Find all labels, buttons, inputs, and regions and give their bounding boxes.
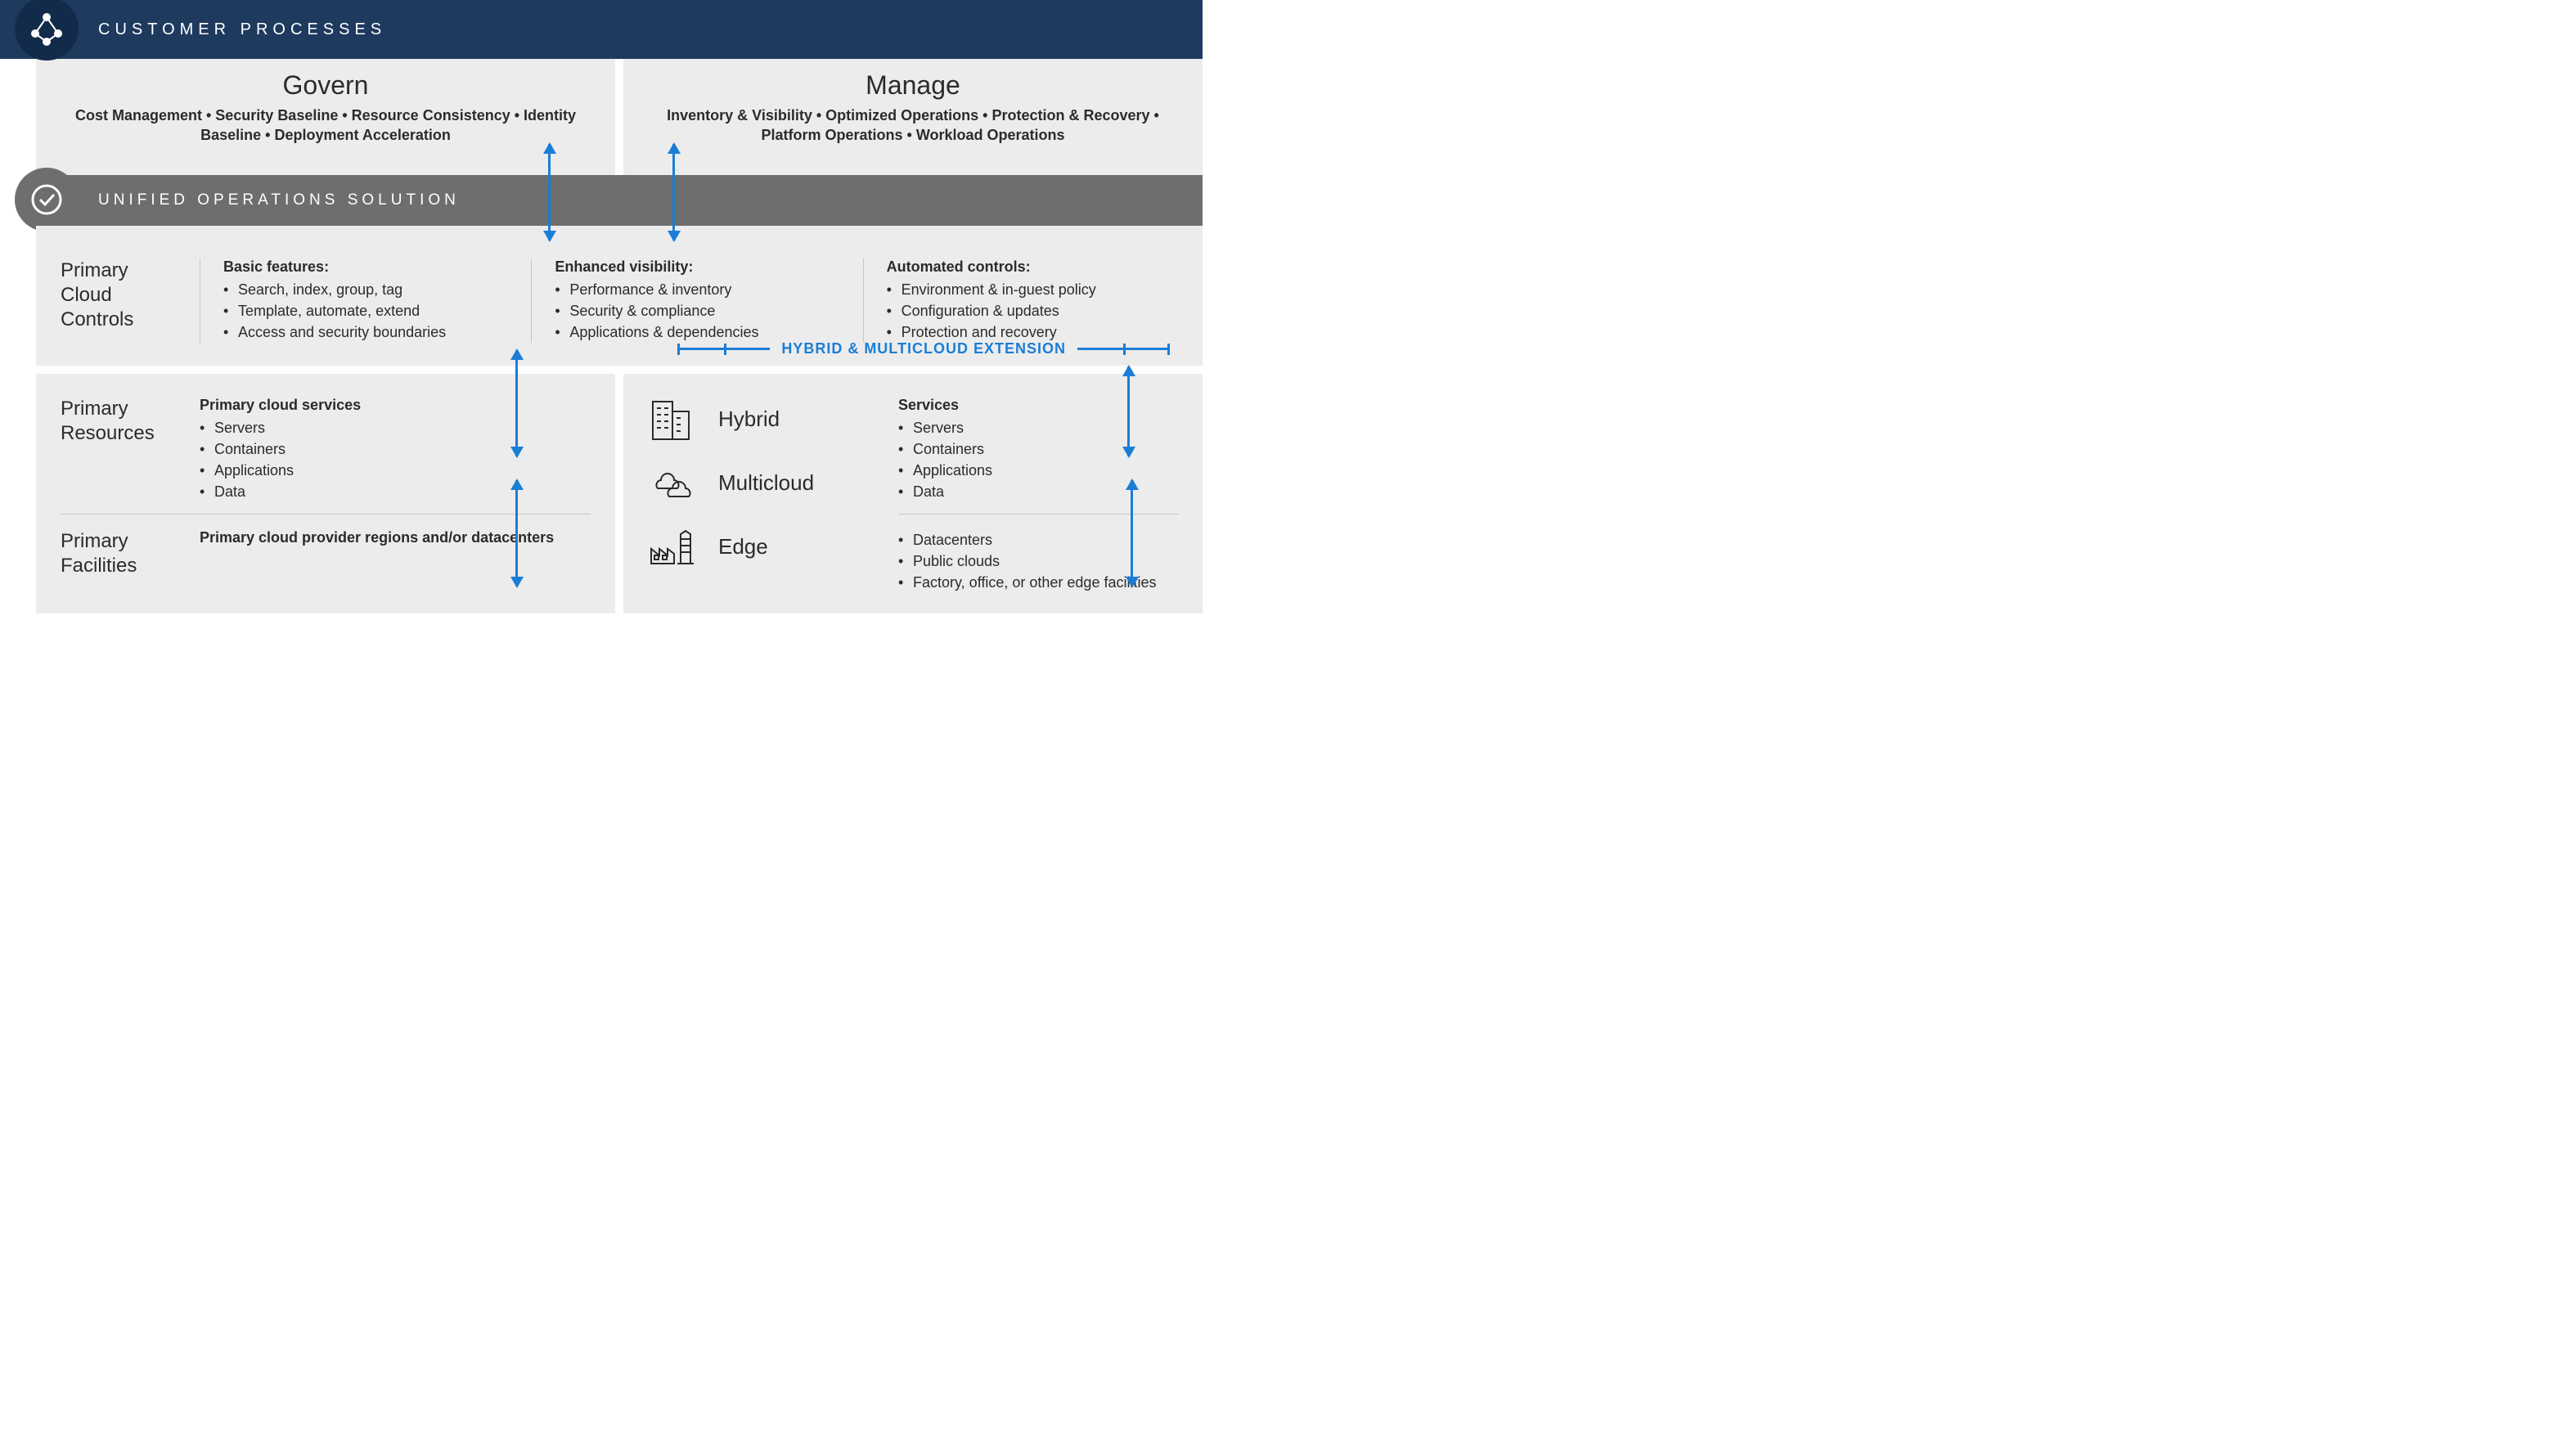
hybrid-row: Hybrid bbox=[648, 397, 877, 443]
arrow-right-internal bbox=[1131, 480, 1133, 586]
primary-resources-label: Primary Resources bbox=[61, 397, 183, 502]
list-item: Security & compliance bbox=[555, 300, 838, 321]
list-item: Servers bbox=[898, 417, 1178, 438]
right-lists-col: Services Servers Containers Applications… bbox=[898, 397, 1178, 594]
network-icon bbox=[15, 0, 79, 61]
list-item: Search, index, group, tag bbox=[223, 279, 506, 300]
edge-label: Edge bbox=[718, 534, 768, 559]
list-item: Containers bbox=[200, 438, 591, 460]
arrow-resources-facilities bbox=[515, 480, 518, 586]
bottom-row: Primary Resources Primary cloud services… bbox=[36, 374, 1203, 613]
automated-head: Automated controls: bbox=[887, 258, 1170, 276]
checkmark-icon bbox=[15, 168, 79, 231]
services-head: Services bbox=[898, 397, 1178, 414]
hybrid-extension-label: HYBRID & MULTICLOUD EXTENSION bbox=[677, 340, 1170, 357]
clouds-icon bbox=[648, 461, 699, 506]
list-item: Performance & inventory bbox=[555, 279, 838, 300]
unified-ops-wrap: UNIFIED OPERATIONS SOLUTION bbox=[0, 175, 1203, 226]
list-item: Datacenters bbox=[898, 529, 1178, 550]
list-item: Containers bbox=[898, 438, 1178, 460]
primary-cloud-controls: Primary Cloud Controls Basic features: S… bbox=[36, 226, 1203, 366]
list-item: Environment & in-guest policy bbox=[887, 279, 1170, 300]
hybrid-right-panel: Hybrid Multicloud bbox=[623, 374, 1203, 613]
list-item: Servers bbox=[200, 417, 591, 438]
manage-panel: Manage Inventory & Visibility • Optimize… bbox=[623, 59, 1203, 175]
govern-title: Govern bbox=[52, 70, 599, 101]
divider bbox=[898, 514, 1178, 515]
env-icons-col: Hybrid Multicloud bbox=[648, 397, 877, 594]
arrow-controls-resources bbox=[515, 350, 518, 456]
list-item: Data bbox=[200, 481, 591, 502]
pcs-head: Primary cloud services bbox=[200, 397, 591, 414]
primary-facilities-label: Primary Facilities bbox=[61, 529, 183, 578]
list-item: Applications bbox=[200, 460, 591, 481]
enhanced-col: Enhanced visibility: Performance & inven… bbox=[531, 258, 846, 343]
enhanced-head: Enhanced visibility: bbox=[555, 258, 838, 276]
arrow-govern bbox=[548, 144, 551, 240]
controls-label: Primary Cloud Controls bbox=[61, 258, 183, 343]
manage-title: Manage bbox=[640, 70, 1186, 101]
hybrid-label: Hybrid bbox=[718, 407, 780, 432]
factory-icon bbox=[648, 524, 699, 570]
primary-left-panel: Primary Resources Primary cloud services… bbox=[36, 374, 615, 613]
manage-subtitle: Inventory & Visibility • Optimized Opera… bbox=[640, 106, 1186, 146]
basic-list: Search, index, group, tag Template, auto… bbox=[223, 279, 506, 343]
list-item: Access and security boundaries bbox=[223, 321, 506, 343]
multicloud-row: Multicloud bbox=[648, 461, 877, 506]
list-item: Template, automate, extend bbox=[223, 300, 506, 321]
divider bbox=[61, 514, 591, 515]
automated-col: Automated controls: Environment & in-gue… bbox=[863, 258, 1178, 343]
multicloud-label: Multicloud bbox=[718, 470, 814, 496]
edge-row: Edge bbox=[648, 524, 877, 570]
pcs-list: Servers Containers Applications Data bbox=[200, 417, 591, 502]
govern-panel: Govern Cost Management • Security Baseli… bbox=[36, 59, 615, 175]
list-item: Public clouds bbox=[898, 550, 1178, 572]
automated-list: Environment & in-guest policy Configurat… bbox=[887, 279, 1170, 343]
enhanced-list: Performance & inventory Security & compl… bbox=[555, 279, 838, 343]
arrow-manage bbox=[672, 144, 675, 240]
govern-subtitle: Cost Management • Security Baseline • Re… bbox=[52, 106, 599, 146]
extension-text: HYBRID & MULTICLOUD EXTENSION bbox=[781, 340, 1066, 357]
pf-text: Primary cloud provider regions and/or da… bbox=[200, 529, 591, 546]
basic-head: Basic features: bbox=[223, 258, 506, 276]
customer-processes-header: CUSTOMER PROCESSES bbox=[0, 0, 1203, 59]
header-title: CUSTOMER PROCESSES bbox=[98, 20, 386, 39]
primary-facilities-block: Primary Facilities Primary cloud provide… bbox=[61, 529, 591, 578]
unified-ops-title: UNIFIED OPERATIONS SOLUTION bbox=[98, 191, 460, 209]
buildings-icon bbox=[648, 397, 699, 443]
arrow-controls-right bbox=[1127, 366, 1130, 456]
basic-features-col: Basic features: Search, index, group, ta… bbox=[200, 258, 515, 343]
list-item: Configuration & updates bbox=[887, 300, 1170, 321]
top-panels: Govern Cost Management • Security Baseli… bbox=[0, 59, 1203, 175]
unified-ops-bar: UNIFIED OPERATIONS SOLUTION bbox=[36, 175, 1203, 226]
